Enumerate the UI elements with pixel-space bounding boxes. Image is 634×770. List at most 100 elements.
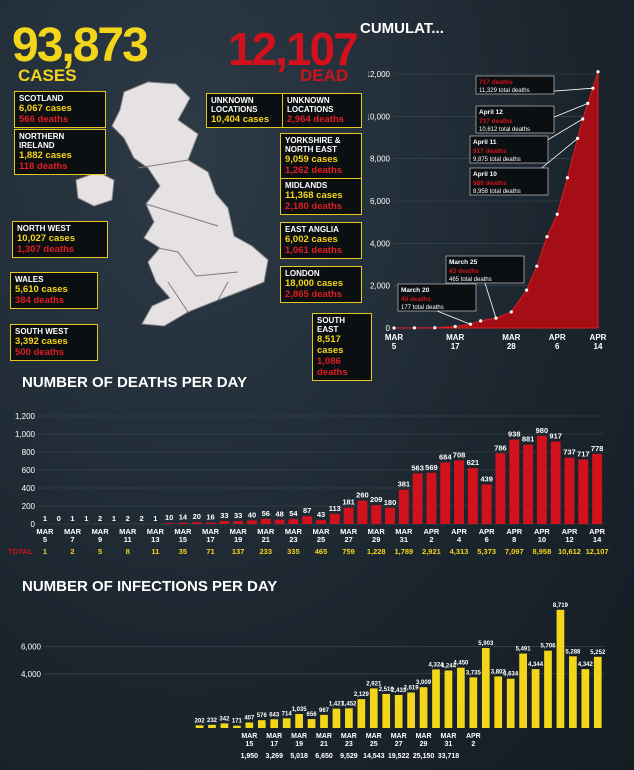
infection-total-label: 6,650 bbox=[315, 753, 333, 760]
x-tick-label: APR 14 bbox=[590, 333, 607, 351]
death-total-label: 2 bbox=[70, 547, 74, 556]
annotation-date: April 10 bbox=[473, 171, 497, 178]
region-deaths: 2,964 deaths bbox=[287, 114, 345, 125]
cumulative-point bbox=[453, 324, 457, 329]
infection-value-label: 202 bbox=[195, 718, 206, 724]
death-total-label: 12,107 bbox=[586, 547, 609, 556]
annotation-box bbox=[445, 255, 525, 284]
death-value-label: 1 bbox=[84, 514, 88, 523]
death-bar bbox=[191, 522, 202, 524]
annotation-total: 8,958 total deaths bbox=[473, 189, 521, 195]
annotation-deaths: 717 deaths bbox=[479, 79, 513, 86]
death-value-label: 439 bbox=[480, 474, 493, 483]
infection-value-label: 5,252 bbox=[590, 650, 606, 656]
y-tick-label: 400 bbox=[22, 484, 36, 493]
cumulative-point bbox=[412, 326, 416, 330]
infection-bar bbox=[569, 656, 577, 728]
infection-bar bbox=[307, 719, 316, 728]
region-cases: 1,882 cases bbox=[19, 150, 72, 161]
death-bar bbox=[578, 459, 589, 524]
death-total-label: 4,313 bbox=[450, 547, 469, 556]
death-value-label: 938 bbox=[508, 430, 521, 439]
infection-bar bbox=[544, 650, 552, 728]
infection-value-label: 2,921 bbox=[366, 681, 382, 687]
x-tick-label: MAR 27 bbox=[391, 733, 407, 748]
cumulative-point bbox=[494, 316, 498, 320]
death-value-label: 881 bbox=[522, 435, 535, 444]
death-bar bbox=[385, 507, 395, 524]
annotation-date: March 25 bbox=[449, 259, 478, 266]
death-value-label: 0 bbox=[57, 514, 61, 523]
annotation-box bbox=[475, 105, 555, 134]
x-tick-label: APR 8 bbox=[506, 527, 522, 544]
region-cases: 6,067 cases bbox=[19, 103, 72, 114]
death-total-label: 8 bbox=[126, 547, 130, 556]
infection-bar bbox=[320, 714, 328, 728]
northern-ireland-shape bbox=[75, 171, 115, 207]
infection-bar bbox=[270, 719, 279, 728]
cumulative-point bbox=[591, 86, 595, 90]
death-total-label: 35 bbox=[179, 547, 187, 556]
death-value-label: 786 bbox=[494, 443, 507, 452]
infection-value-label: 5,903 bbox=[478, 641, 494, 647]
x-tick-label: MAR 7 bbox=[64, 527, 82, 544]
y-tick-label: 200 bbox=[22, 502, 36, 511]
great-britain-shape bbox=[111, 81, 269, 327]
y-tick-label: 600 bbox=[22, 466, 36, 475]
death-value-label: 113 bbox=[329, 504, 341, 513]
infection-bar bbox=[432, 669, 440, 728]
infection-bar bbox=[245, 722, 254, 728]
infection-value-label: 3,735 bbox=[466, 670, 482, 676]
death-value-label: 980 bbox=[536, 426, 549, 435]
death-total-label: 5,373 bbox=[477, 547, 496, 556]
y-tick-label: 4,000 bbox=[370, 239, 391, 248]
y-tick-label: 10,000 bbox=[368, 112, 391, 121]
infection-bar bbox=[407, 692, 415, 728]
x-tick-label: MAR 23 bbox=[341, 733, 357, 748]
death-value-label: 778 bbox=[591, 444, 604, 453]
infection-value-label: 1,452 bbox=[341, 701, 357, 707]
x-tick-label: MAR 15 bbox=[241, 733, 257, 748]
region-deaths: 1,262 deaths bbox=[285, 165, 343, 176]
annotation-date: April 11 bbox=[473, 139, 497, 146]
annotation-leader bbox=[484, 282, 497, 319]
region-box-south-east: SOUTH EAST 8,517 cases 1,086 deaths bbox=[312, 313, 372, 381]
region-box-northern-ireland: NORTHERN IRELAND 1,882 cases 118 deaths bbox=[14, 129, 106, 175]
death-bar bbox=[426, 472, 437, 524]
death-value-label: 684 bbox=[439, 452, 452, 461]
death-value-label: 717 bbox=[577, 449, 590, 458]
x-tick-label: APR 2 bbox=[424, 527, 440, 544]
x-tick-label: APR 6 bbox=[479, 527, 495, 544]
death-total-label: 11 bbox=[151, 547, 159, 556]
death-value-label: 56 bbox=[262, 509, 270, 518]
death-bar bbox=[371, 505, 382, 524]
infection-bar bbox=[581, 669, 590, 728]
annotation-deaths: 917 deaths bbox=[473, 148, 507, 155]
cumulative-point bbox=[596, 70, 600, 74]
infection-bar bbox=[357, 699, 366, 728]
death-total-label: 335 bbox=[287, 547, 300, 556]
region-box-east-anglia: EAST ANGLIA 6,002 cases 1,061 deaths bbox=[280, 222, 362, 259]
region-name: SCOTLAND bbox=[19, 94, 64, 103]
infection-value-label: 2,619 bbox=[404, 685, 420, 691]
region-borders bbox=[137, 159, 239, 313]
x-tick-label: MAR 29 bbox=[368, 527, 386, 544]
death-bar bbox=[536, 435, 547, 524]
y-tick-label: 800 bbox=[22, 448, 36, 457]
death-bar bbox=[398, 489, 409, 524]
infection-total-label: 14,543 bbox=[363, 753, 385, 760]
death-value-label: 180 bbox=[384, 498, 397, 507]
death-value-label: 708 bbox=[453, 450, 466, 459]
death-bar bbox=[454, 460, 465, 524]
infection-total-label: 1,950 bbox=[241, 753, 259, 760]
region-deaths: 2,865 deaths bbox=[285, 289, 343, 300]
death-value-label: 2 bbox=[126, 514, 130, 523]
annotation-total: 177 total deaths bbox=[401, 305, 444, 311]
x-tick-label: MAR 19 bbox=[230, 527, 248, 544]
infection-bar bbox=[481, 647, 490, 728]
death-total-label: 2,921 bbox=[422, 547, 441, 556]
region-deaths: 1,086 deaths bbox=[317, 356, 348, 378]
y-tick-label: 2,000 bbox=[370, 282, 391, 291]
region-deaths: 118 deaths bbox=[19, 161, 68, 172]
